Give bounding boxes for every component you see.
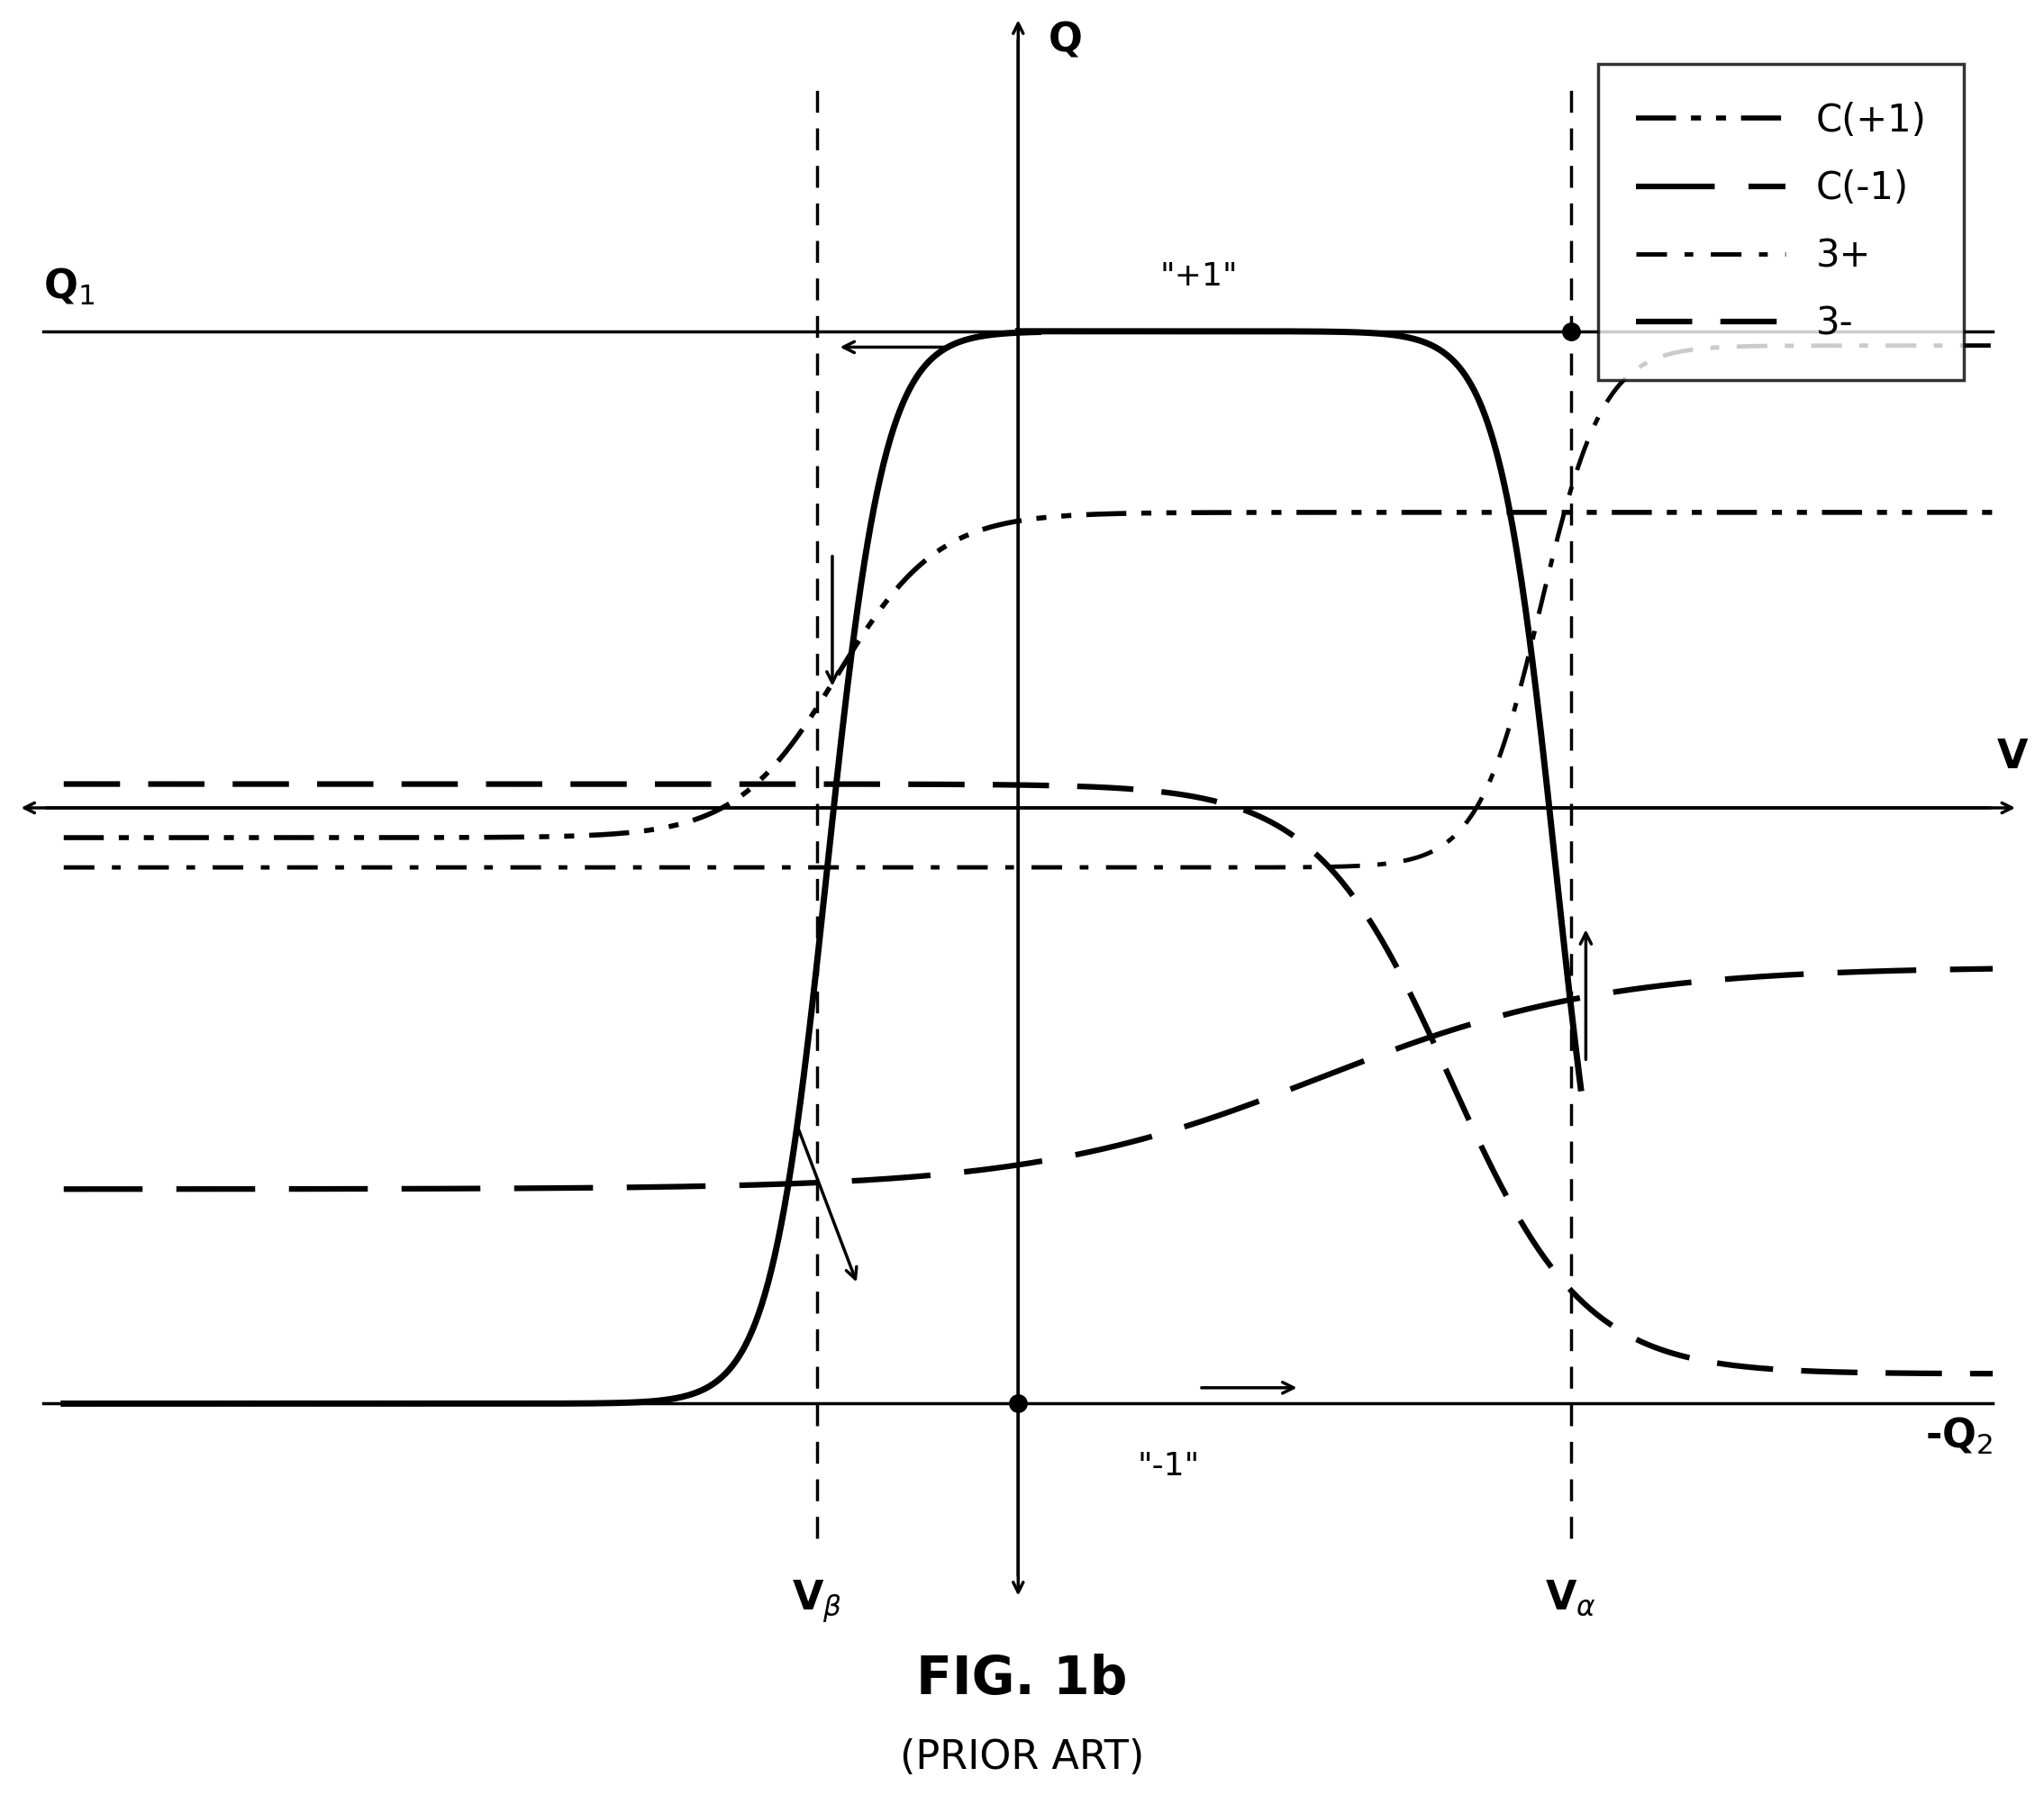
Text: V: V	[1997, 738, 2028, 776]
Text: (PRIOR ART): (PRIOR ART)	[899, 1739, 1145, 1777]
3-	[1981, 1362, 2005, 1384]
3+	[924, 857, 948, 879]
C(+1)	[1339, 502, 1363, 523]
C(-1)	[1981, 958, 2005, 980]
3+	[1188, 857, 1212, 879]
3-	[392, 774, 417, 796]
Text: -Q$_2$: -Q$_2$	[1925, 1416, 1993, 1456]
C(-1)	[1339, 1055, 1363, 1077]
C(-1)	[51, 1178, 76, 1200]
Text: "+1": "+1"	[1161, 262, 1239, 292]
C(-1)	[1504, 1001, 1529, 1023]
Text: "-1": "-1"	[1139, 1450, 1200, 1481]
C(+1)	[51, 826, 76, 848]
Legend: C(+1), C(-1), 3+, 3-: C(+1), C(-1), 3+, 3-	[1598, 65, 1964, 381]
3+	[548, 857, 572, 879]
Text: V$_\alpha$: V$_\alpha$	[1545, 1578, 1596, 1618]
C(+1)	[1188, 502, 1212, 523]
Line: C(-1): C(-1)	[63, 969, 1993, 1189]
3-	[51, 774, 76, 796]
C(-1)	[548, 1178, 572, 1200]
C(-1)	[392, 1178, 417, 1200]
C(+1)	[924, 541, 948, 563]
Text: FIG. 1b: FIG. 1b	[916, 1654, 1128, 1705]
3-	[548, 774, 572, 796]
3+	[1981, 336, 2005, 357]
3+	[392, 857, 417, 879]
C(-1)	[924, 1164, 948, 1185]
C(+1)	[548, 826, 572, 848]
Line: C(+1): C(+1)	[63, 512, 1993, 837]
Text: Q$_1$: Q$_1$	[43, 267, 96, 307]
3+	[51, 857, 76, 879]
C(+1)	[392, 826, 417, 848]
3+	[1504, 693, 1529, 714]
C(+1)	[1981, 502, 2005, 523]
3-	[924, 774, 948, 796]
C(-1)	[1188, 1111, 1212, 1133]
3-	[1339, 884, 1363, 906]
Line: 3+: 3+	[63, 346, 1993, 868]
3+	[1339, 855, 1363, 877]
Text: Q: Q	[1049, 22, 1083, 60]
Text: V$_\beta$: V$_\beta$	[793, 1578, 842, 1625]
3-	[1504, 1203, 1529, 1225]
C(+1)	[1504, 502, 1529, 523]
Line: 3-: 3-	[63, 785, 1993, 1373]
3-	[1188, 787, 1212, 808]
